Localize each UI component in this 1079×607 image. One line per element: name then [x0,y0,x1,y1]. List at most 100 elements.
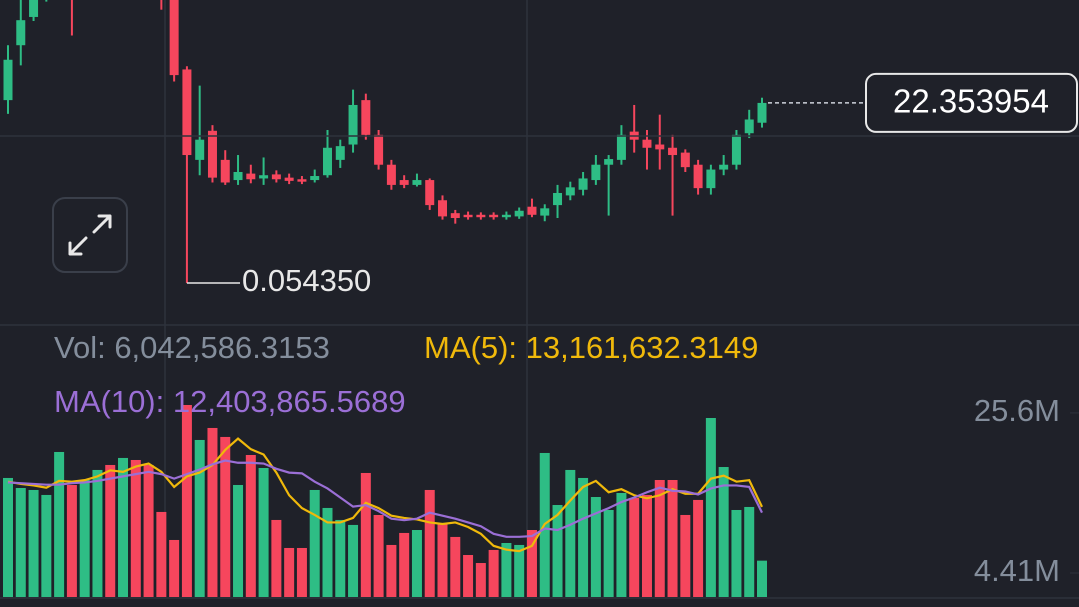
candle-body [591,164,601,181]
candle-body [706,169,716,189]
volume-bar [28,489,39,597]
candle-body [16,20,26,46]
indicator-label: MA(10): 12,403,865.5689 [54,384,406,419]
candle-body [3,59,13,101]
candle-body [335,146,345,160]
expand-frame[interactable] [52,197,128,273]
volume-bar [66,484,77,597]
candle-body [744,119,754,134]
volume-bar [92,469,103,597]
volume-bar [450,536,461,597]
volume-bar [309,489,320,597]
volume-bar [463,555,474,597]
expand-button[interactable] [52,197,128,273]
candle-body [322,147,332,176]
candle-body [757,102,767,123]
volume-bar [3,477,13,597]
volume-bar [79,480,90,597]
candle-body [284,177,294,181]
volume-bar [373,514,384,597]
indicator-label: Vol: 6,042,586.3153 [54,330,330,365]
candle-body [668,147,678,156]
low-label: 0.054350 [242,263,371,298]
volume-bar [105,464,116,597]
candle-body [220,159,230,183]
volume-bar [156,511,167,597]
volume-bar [348,524,359,597]
candle-body [553,192,563,206]
volume-bar [437,522,448,597]
candle-body [412,180,422,185]
volume-bar [233,484,244,597]
volume-bar [629,497,640,597]
candle-body [310,176,320,181]
candle-body [642,139,652,148]
candle-body [693,164,703,189]
last-price-box [865,72,1078,133]
volume-bar [488,549,499,597]
y-tick-label: 25.6M [974,393,1060,428]
volume-bar [181,405,192,597]
ma-line [7,459,763,538]
candle-body [731,134,741,165]
volume-bar [360,472,371,597]
volume-bar [169,539,180,597]
candle-body [463,214,473,218]
volume-bar [475,563,486,597]
volume-bar [526,530,537,597]
candle-body [246,173,256,180]
candle-body [399,180,409,185]
volume-bar [552,505,563,597]
candle-body [616,134,626,160]
y-tick-label: 4.41M [974,553,1060,588]
volume-bar [565,469,576,597]
volume-bar [220,436,231,597]
volume-bar [143,464,154,597]
volume-bar [258,467,269,597]
candle-body [169,0,179,76]
indicator-label: MA(5): 13,161,632.3149 [424,330,758,365]
volume-bar [386,544,397,597]
volume-bar [616,492,627,597]
candle-body [271,174,281,180]
volume-bar [54,451,65,597]
candle-body [489,214,499,218]
volume-bar [207,427,218,597]
volume-bar [245,455,256,597]
volume-bar [680,514,691,597]
candle-body [348,104,358,145]
volume-bar [424,489,435,597]
candle-body [182,69,192,156]
candle-body [680,152,690,168]
candle-body [195,139,205,160]
candle-body [476,214,486,218]
volume-bar [654,480,665,597]
candle-body [438,200,448,217]
volume-bar [590,496,601,597]
candle-body [450,213,460,219]
volume-bar [322,507,333,597]
candle-body [565,187,575,196]
volume-bar [271,519,282,597]
volume-bar [514,544,525,597]
volume-bar [705,417,716,597]
volume-bar [411,530,422,597]
volume-bar [41,494,52,597]
candle-body [207,130,217,178]
volume-bar [15,488,26,597]
expand-icon[interactable] [68,214,112,256]
candle-body [233,171,243,181]
volume-bar [744,506,755,597]
candle-body [501,214,511,218]
volume-bar [667,480,678,597]
candle-body [655,144,665,150]
volume-bar [335,519,346,597]
volume-bar [578,477,589,597]
volume-bar [194,439,205,597]
volume-bar [399,532,410,597]
volume-bar [118,457,129,597]
candle-body [514,210,524,217]
volume-bar [284,547,295,597]
candle-body [527,206,537,215]
